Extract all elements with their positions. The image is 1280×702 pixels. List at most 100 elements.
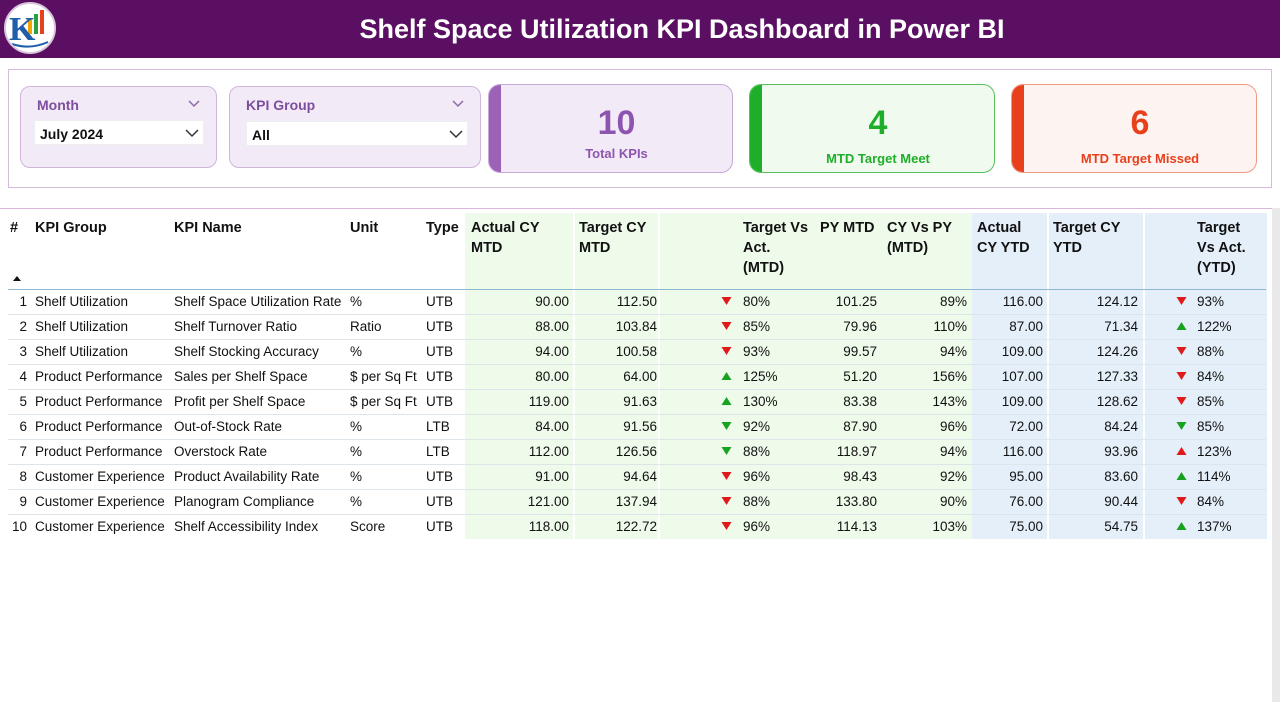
table-row[interactable]: 7 Product Performance Overstock Rate% LTB 11…	[0, 440, 1280, 465]
month-dropdown[interactable]: July 2024	[34, 120, 204, 145]
cell-type: UTB	[426, 469, 453, 484]
cell-target-mtd: 126.56	[615, 444, 657, 459]
row-divider	[8, 364, 1266, 365]
table-row[interactable]: 8 Customer Experience Product Availability…	[0, 465, 1280, 490]
column-header-kpi-name[interactable]: KPI Name	[174, 220, 242, 236]
cell-name: Overstock Rate	[174, 444, 268, 459]
header-line: Actual	[977, 220, 1022, 236]
column-header-actual-cy-mtd[interactable]: Actual CY MTD	[471, 218, 540, 258]
cell-cyvspy: 92%	[939, 469, 967, 484]
cell-group: Product Performance	[35, 369, 163, 384]
mtd-target-meet-label: MTD Target Meet	[826, 151, 930, 166]
column-header-target-cy-ytd[interactable]: Target CY YTD	[1053, 218, 1120, 258]
cell-actual-ytd: 116.00	[1002, 444, 1043, 459]
column-header-cy-vs-py-mtd[interactable]: CY Vs PY (MTD)	[887, 218, 952, 258]
table-row[interactable]: 2 Shelf Utilization Shelf Turnover Ratio Ra…	[0, 315, 1280, 340]
kpi-group-dropdown[interactable]: All	[246, 121, 468, 146]
cell-target-ytd: 124.26	[1096, 344, 1138, 359]
ytd-columns-background	[972, 213, 1267, 539]
column-header-unit[interactable]: Unit	[350, 220, 379, 236]
column-header-target-vs-act-mtd[interactable]: Target Vs Act. (MTD)	[743, 218, 808, 278]
triangle-down-icon	[721, 472, 732, 480]
header-line: Target CY	[1053, 220, 1121, 236]
cell-type: UTB	[426, 319, 453, 334]
column-header-kpi-group[interactable]: KPI Group	[35, 220, 107, 236]
chevron-down-icon[interactable]	[184, 126, 200, 140]
cell-unit: Ratio	[350, 319, 382, 334]
chevron-down-icon[interactable]	[451, 97, 465, 111]
row-divider	[8, 314, 1266, 315]
sort-ascending-icon[interactable]	[12, 275, 22, 282]
cell-type: UTB	[426, 369, 453, 384]
mtd-target-missed-value: 6	[1130, 104, 1150, 142]
cell-num: 10	[11, 519, 27, 534]
cell-type: UTB	[426, 344, 453, 359]
column-header-target-vs-act-ytd[interactable]: Target Vs Act. (YTD)	[1197, 218, 1246, 278]
cell-tva-mtd: 80%	[743, 294, 771, 309]
cell-type: UTB	[426, 519, 453, 534]
cell-unit: %	[350, 419, 363, 434]
cell-actual-ytd: 109.00	[1001, 344, 1043, 359]
total-kpis-value: 10	[597, 104, 636, 142]
cell-py-mtd: 79.96	[843, 319, 877, 334]
cell-target-ytd: 93.96	[1104, 444, 1138, 459]
row-divider	[8, 489, 1266, 490]
cell-tva-ytd: 122%	[1197, 319, 1232, 334]
table-row[interactable]: 3 Shelf Utilization Shelf Stocking Accurac…	[0, 340, 1280, 365]
cell-group: Customer Experience	[35, 469, 165, 484]
card-accent-bar	[1012, 85, 1024, 172]
chevron-down-icon[interactable]	[187, 97, 201, 111]
cell-target-ytd: 54.75	[1104, 519, 1138, 534]
cell-target-ytd: 127.33	[1096, 369, 1138, 384]
cell-target-mtd: 112.50	[616, 294, 657, 309]
column-header-py-mtd[interactable]: PY MTD	[820, 220, 875, 236]
table-row[interactable]: 1 Shelf Utilization Shelf Space Utilizatio…	[0, 290, 1280, 315]
triangle-down-icon	[1176, 347, 1187, 355]
column-header-type[interactable]: Type	[426, 220, 459, 236]
cell-actual-mtd: 80.00	[535, 369, 569, 384]
column-header-num[interactable]: #	[10, 220, 19, 236]
header-line: MTD	[471, 240, 503, 256]
header-line: CY Vs PY	[887, 220, 953, 236]
triangle-down-icon	[1176, 297, 1187, 305]
cell-py-mtd: 99.57	[843, 344, 877, 359]
header-line: Target	[1197, 220, 1241, 236]
column-divider	[658, 213, 660, 539]
cell-py-mtd: 98.43	[843, 469, 877, 484]
table-row[interactable]: 5 Product Performance Profit per Shelf Spa…	[0, 390, 1280, 415]
cell-num: 1	[19, 294, 27, 309]
column-header-target-cy-mtd[interactable]: Target CY MTD	[579, 218, 646, 258]
cell-target-mtd: 91.63	[623, 394, 657, 409]
cell-type: UTB	[426, 494, 453, 509]
column-header-actual-cy-ytd[interactable]: Actual CY YTD	[977, 218, 1030, 258]
cell-name: Shelf Turnover Ratio	[174, 319, 298, 334]
cell-cyvspy: 94%	[939, 444, 967, 459]
cell-actual-mtd: 88.00	[535, 319, 569, 334]
table-row[interactable]: 10 Customer Experience Shelf Accessibility…	[0, 515, 1280, 540]
cell-target-mtd: 100.58	[615, 344, 657, 359]
company-logo: K	[4, 2, 56, 54]
cell-actual-ytd: 72.00	[1009, 419, 1043, 434]
cell-py-mtd: 114.13	[836, 519, 877, 534]
chevron-down-icon[interactable]	[448, 127, 464, 141]
cell-num: 8	[19, 469, 27, 484]
cell-num: 9	[19, 494, 27, 509]
cell-target-mtd: 103.84	[615, 319, 657, 334]
table-row[interactable]: 6 Product Performance Out-of-Stock Rate% LT…	[0, 415, 1280, 440]
cell-py-mtd: 133.80	[835, 494, 877, 509]
cell-num: 3	[19, 344, 27, 359]
table-row[interactable]: 4 Product Performance Sales per Shelf Spac…	[0, 365, 1280, 390]
cell-num: 6	[19, 419, 27, 434]
cell-group: Shelf Utilization	[35, 344, 129, 359]
cell-target-ytd: 83.60	[1104, 469, 1138, 484]
row-divider	[8, 339, 1266, 340]
cell-actual-ytd: 76.00	[1009, 494, 1043, 509]
mtd-target-missed-card: 6 MTD Target Missed	[1011, 84, 1257, 173]
scrollbar[interactable]	[1272, 208, 1280, 702]
triangle-up-icon	[1176, 447, 1187, 455]
cell-target-mtd: 94.64	[623, 469, 657, 484]
cell-tva-mtd: 92%	[743, 419, 771, 434]
table-row[interactable]: 9 Customer Experience Planogram Compliance…	[0, 490, 1280, 515]
row-divider	[8, 439, 1266, 440]
card-accent-bar	[489, 85, 501, 172]
